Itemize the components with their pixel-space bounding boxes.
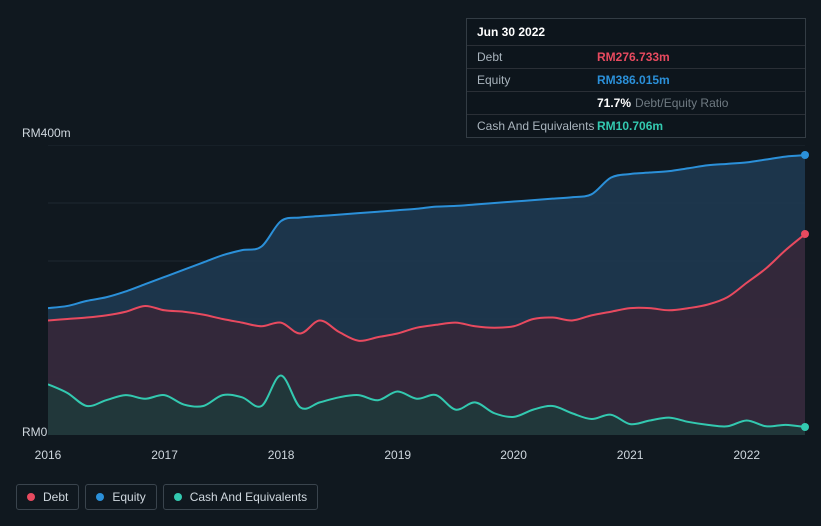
tooltip-date: Jun 30 2022 bbox=[467, 19, 805, 45]
chart-svg bbox=[48, 145, 805, 435]
legend-item-equity[interactable]: Equity bbox=[85, 484, 156, 510]
x-axis-label: 2020 bbox=[500, 448, 527, 462]
tooltip-label: Debt bbox=[477, 50, 597, 64]
x-axis-label: 2017 bbox=[151, 448, 178, 462]
tooltip-value: RM276.733m bbox=[597, 50, 670, 64]
tooltip-label: Cash And Equivalents bbox=[477, 119, 597, 133]
tooltip-row-debt: Debt RM276.733m bbox=[467, 45, 805, 68]
y-axis-label: RM400m bbox=[22, 126, 71, 140]
y-axis-label: RM0 bbox=[22, 425, 47, 439]
x-axis-label: 2019 bbox=[384, 448, 411, 462]
series-end-marker bbox=[801, 230, 809, 238]
legend-item-debt[interactable]: Debt bbox=[16, 484, 79, 510]
tooltip-label: Equity bbox=[477, 73, 597, 87]
legend-dot bbox=[96, 493, 104, 501]
legend-dot bbox=[27, 493, 35, 501]
tooltip-row-cash: Cash And Equivalents RM10.706m bbox=[467, 114, 805, 137]
x-axis: 2016201720182019202020212022 bbox=[48, 448, 805, 468]
tooltip-card: Jun 30 2022 Debt RM276.733m Equity RM386… bbox=[466, 18, 806, 138]
legend: Debt Equity Cash And Equivalents bbox=[16, 484, 318, 510]
legend-label: Equity bbox=[112, 490, 145, 504]
x-axis-label: 2021 bbox=[617, 448, 644, 462]
x-axis-label: 2018 bbox=[268, 448, 295, 462]
chart-container: { "tooltip": { "date": "Jun 30 2022", "r… bbox=[0, 0, 821, 526]
x-axis-label: 2016 bbox=[35, 448, 62, 462]
legend-label: Debt bbox=[43, 490, 68, 504]
series-end-marker bbox=[801, 151, 809, 159]
tooltip-suffix: Debt/Equity Ratio bbox=[635, 96, 728, 110]
series-end-marker bbox=[801, 423, 809, 431]
area-chart[interactable] bbox=[48, 145, 805, 435]
legend-item-cash[interactable]: Cash And Equivalents bbox=[163, 484, 318, 510]
tooltip-label bbox=[477, 96, 597, 110]
tooltip-value: 71.7% bbox=[597, 96, 631, 110]
legend-dot bbox=[174, 493, 182, 501]
legend-label: Cash And Equivalents bbox=[190, 490, 307, 504]
tooltip-value: RM386.015m bbox=[597, 73, 670, 87]
x-axis-label: 2022 bbox=[733, 448, 760, 462]
tooltip-value: RM10.706m bbox=[597, 119, 663, 133]
tooltip-row-ratio: 71.7% Debt/Equity Ratio bbox=[467, 91, 805, 114]
tooltip-row-equity: Equity RM386.015m bbox=[467, 68, 805, 91]
